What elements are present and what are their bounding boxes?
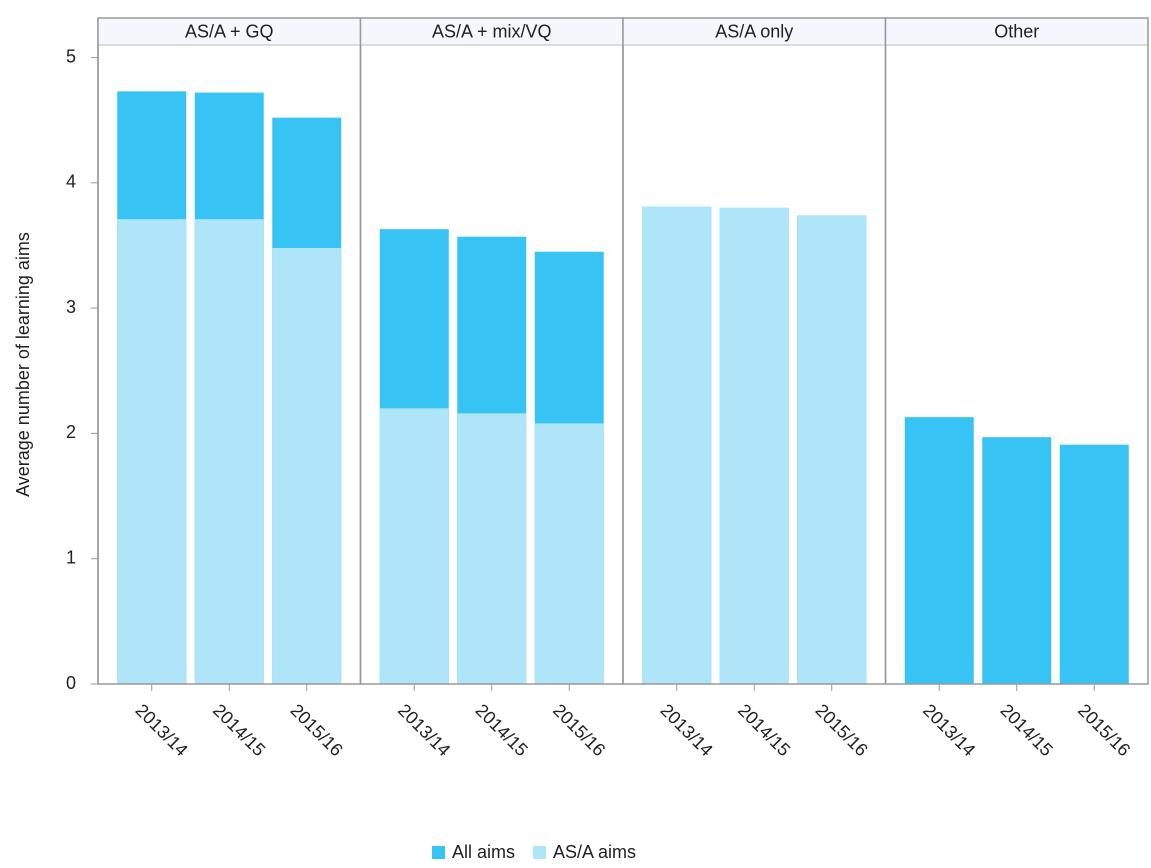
x-tick-label: 2013/14 (657, 700, 717, 760)
x-tick-label: 2013/14 (919, 700, 979, 760)
legend-swatch (533, 846, 547, 859)
x-tick-label: 2013/14 (132, 700, 192, 760)
bar (457, 413, 527, 684)
bar (904, 417, 974, 684)
legend-label: All aims (452, 842, 515, 862)
x-tick-label: 2014/15 (734, 700, 794, 760)
panel-frame (884, 17, 1149, 685)
y-tick-label: 1 (66, 547, 76, 567)
bar (797, 215, 867, 684)
bar (1059, 444, 1129, 684)
x-tick-label: 2014/15 (997, 700, 1057, 760)
x-tick-label: 2013/14 (394, 700, 454, 760)
bar (642, 206, 712, 685)
x-tick-label: 2015/16 (549, 700, 609, 760)
bar (982, 437, 1052, 684)
bar (534, 423, 604, 684)
panel-header (885, 17, 1149, 46)
bar (272, 247, 342, 684)
y-tick-label: 2 (66, 422, 76, 442)
panel-title: Other (994, 21, 1039, 41)
y-axis-title: Average number of learning aims (13, 232, 33, 497)
bar (719, 207, 789, 684)
bar (117, 219, 187, 685)
y-tick-label: 0 (66, 673, 76, 693)
bar (379, 408, 449, 684)
panel-title: AS/A + mix/VQ (432, 21, 552, 41)
x-tick-label: 2014/15 (209, 700, 269, 760)
y-tick-label: 3 (66, 297, 76, 317)
x-tick-label: 2015/16 (812, 700, 872, 760)
y-tick-label: 4 (66, 172, 76, 192)
x-tick-label: 2015/16 (1074, 700, 1134, 760)
bar (194, 219, 264, 685)
panel-title: AS/A + GQ (185, 21, 274, 41)
panel-header (360, 17, 624, 46)
x-tick-label: 2015/16 (287, 700, 347, 760)
legend-swatch (432, 846, 445, 859)
y-tick-label: 5 (66, 46, 76, 66)
legend-label: AS/A aims (553, 842, 636, 862)
x-tick-label: 2014/15 (472, 700, 532, 760)
panel-title: AS/A only (715, 21, 793, 41)
